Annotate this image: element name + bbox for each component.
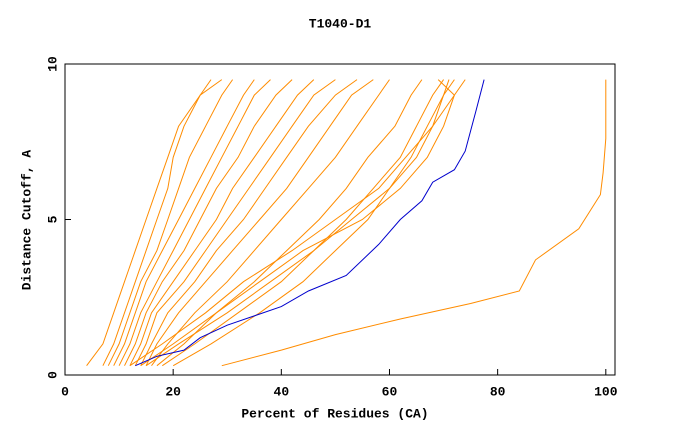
x-tick-label: 40 xyxy=(274,384,290,399)
series-line xyxy=(102,79,223,366)
series-line xyxy=(145,79,374,366)
x-tick-label: 80 xyxy=(490,384,506,399)
series-line xyxy=(140,79,455,367)
x-tick-label: 100 xyxy=(594,384,618,399)
series-line xyxy=(221,79,607,367)
series-line xyxy=(129,79,315,366)
series-line xyxy=(162,79,445,367)
series-line xyxy=(140,79,358,366)
series-line xyxy=(156,79,423,367)
series-line xyxy=(124,79,293,366)
series-line xyxy=(134,79,336,366)
y-tick-label: 0 xyxy=(45,371,60,379)
x-tick-label: 60 xyxy=(382,384,398,399)
x-tick-label: 20 xyxy=(165,384,181,399)
series-line xyxy=(151,79,390,366)
series-line xyxy=(113,79,255,366)
x-tick-label: 0 xyxy=(61,384,69,399)
y-tick-label: 10 xyxy=(45,56,60,72)
series-line xyxy=(135,79,485,367)
series-line xyxy=(86,79,212,366)
series-line xyxy=(172,79,455,367)
series-line xyxy=(129,79,450,367)
x-axis-label: Percent of Residues (CA) xyxy=(241,406,428,421)
y-tick-label: 5 xyxy=(45,215,60,223)
series-line xyxy=(107,79,234,366)
series-line xyxy=(118,79,271,366)
y-axis-label: Distance Cutoff, A xyxy=(19,150,34,291)
chart-title: T1040-D1 xyxy=(309,16,372,31)
plot-frame xyxy=(64,63,616,376)
series-line xyxy=(145,79,466,367)
